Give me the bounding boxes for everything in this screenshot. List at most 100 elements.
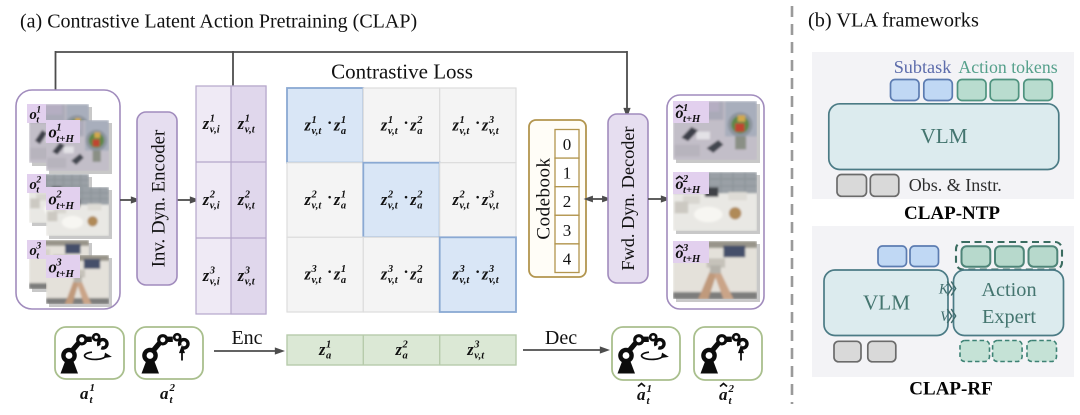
svg-text:(b) VLA frameworks: (b) VLA frameworks: [808, 10, 979, 32]
svg-text:a: a: [403, 350, 408, 361]
svg-text:a: a: [160, 384, 169, 403]
svg-text:o: o: [676, 245, 684, 262]
svg-text:·: ·: [327, 190, 332, 207]
svg-text:z: z: [451, 115, 459, 134]
svg-text:v,t: v,t: [388, 275, 399, 286]
svg-text:z: z: [409, 265, 417, 284]
svg-text:(a) Contrastive Latent Action: (a) Contrastive Latent Action Pretrainin…: [20, 11, 417, 33]
svg-text:Expert: Expert: [982, 306, 1036, 328]
svg-text:o: o: [30, 107, 37, 123]
svg-text:1: 1: [36, 104, 41, 115]
svg-text:2: 2: [563, 192, 572, 211]
svg-text:Subtask: Subtask: [894, 57, 953, 77]
svg-text:2: 2: [682, 174, 689, 185]
svg-text:t+H: t+H: [56, 133, 74, 145]
svg-text:o: o: [49, 190, 57, 209]
svg-text:3: 3: [244, 265, 250, 276]
svg-text:VLM: VLM: [863, 291, 910, 315]
svg-text:2: 2: [416, 115, 423, 126]
svg-text:v,t: v,t: [459, 200, 470, 211]
svg-text:t: t: [729, 395, 733, 407]
svg-text:t: t: [90, 394, 94, 406]
svg-text:3: 3: [458, 264, 464, 275]
svg-text:t+H: t+H: [683, 254, 701, 265]
svg-text:1: 1: [341, 115, 346, 126]
svg-text:o: o: [30, 177, 37, 193]
svg-text:a: a: [326, 350, 331, 361]
svg-text:t+H: t+H: [683, 185, 701, 196]
svg-text:z: z: [380, 265, 388, 284]
svg-text:3: 3: [35, 240, 41, 251]
svg-text:t: t: [170, 394, 174, 406]
svg-text:v,t: v,t: [245, 200, 256, 211]
svg-text:1: 1: [683, 103, 688, 114]
svg-text:Enc: Enc: [231, 327, 262, 349]
svg-text:·: ·: [475, 115, 480, 132]
svg-text:v,i: v,i: [210, 276, 220, 287]
svg-text:z: z: [303, 190, 311, 209]
svg-text:1: 1: [341, 189, 346, 200]
svg-text:1: 1: [210, 113, 215, 124]
svg-text:0: 0: [563, 135, 572, 154]
svg-text:z: z: [237, 190, 245, 209]
svg-text:o: o: [676, 105, 684, 122]
svg-text:o: o: [49, 123, 57, 142]
svg-text:2: 2: [244, 189, 251, 200]
svg-text:z: z: [237, 266, 245, 285]
svg-text:z: z: [333, 190, 341, 209]
svg-text:Obs. & Instr.: Obs. & Instr.: [909, 175, 1002, 195]
svg-text:v,t: v,t: [245, 276, 256, 287]
svg-text:1: 1: [245, 113, 250, 124]
svg-text:z: z: [481, 115, 489, 134]
svg-text:3: 3: [473, 339, 479, 350]
svg-text:3: 3: [488, 115, 494, 126]
svg-text:Inv. Dyn. Encoder: Inv. Dyn. Encoder: [149, 129, 170, 267]
svg-text:Fwd. Dyn. Decoder: Fwd. Dyn. Decoder: [618, 126, 638, 270]
svg-text:3: 3: [682, 243, 688, 254]
svg-text:Codebook: Codebook: [534, 157, 555, 239]
svg-text:t: t: [36, 251, 39, 262]
svg-text:o: o: [30, 243, 37, 259]
svg-text:z: z: [451, 190, 459, 209]
svg-text:t+H: t+H: [56, 200, 74, 212]
svg-text:Contrastive Loss: Contrastive Loss: [331, 59, 473, 83]
svg-text:v,t: v,t: [459, 275, 470, 286]
svg-text:t: t: [36, 115, 39, 126]
svg-text:1: 1: [388, 115, 393, 126]
svg-text:a: a: [417, 126, 422, 137]
svg-text:2: 2: [402, 339, 409, 350]
svg-text:t: t: [36, 185, 39, 196]
svg-text:z: z: [481, 190, 489, 209]
svg-text:·: ·: [403, 115, 408, 132]
svg-text:K: K: [938, 282, 950, 298]
svg-text:a: a: [719, 385, 728, 404]
svg-text:z: z: [380, 190, 388, 209]
svg-text:z: z: [481, 265, 489, 284]
svg-text:a: a: [341, 200, 346, 211]
svg-text:z: z: [202, 266, 210, 285]
svg-text:3: 3: [387, 264, 393, 275]
svg-text:2: 2: [416, 264, 423, 275]
svg-text:z: z: [303, 115, 311, 134]
svg-text:2: 2: [35, 174, 41, 185]
svg-text:3: 3: [209, 265, 215, 276]
svg-text:z: z: [318, 340, 326, 359]
svg-text:z: z: [202, 114, 210, 133]
svg-text:·: ·: [475, 190, 480, 207]
svg-text:1: 1: [647, 383, 653, 395]
svg-text:a: a: [417, 275, 422, 286]
svg-text:3: 3: [563, 221, 572, 240]
svg-text:2: 2: [169, 382, 176, 394]
svg-text:v,t: v,t: [474, 350, 485, 361]
svg-text:v,t: v,t: [245, 124, 256, 135]
svg-text:3: 3: [488, 189, 494, 200]
svg-text:v,t: v,t: [311, 200, 322, 211]
svg-text:t+H: t+H: [56, 268, 74, 280]
svg-text:1: 1: [563, 164, 572, 183]
svg-text:a: a: [637, 385, 646, 404]
svg-text:·: ·: [327, 115, 332, 132]
svg-text:2: 2: [209, 189, 216, 200]
svg-text:z: z: [380, 115, 388, 134]
svg-text:2: 2: [416, 189, 423, 200]
svg-text:·: ·: [327, 264, 332, 281]
